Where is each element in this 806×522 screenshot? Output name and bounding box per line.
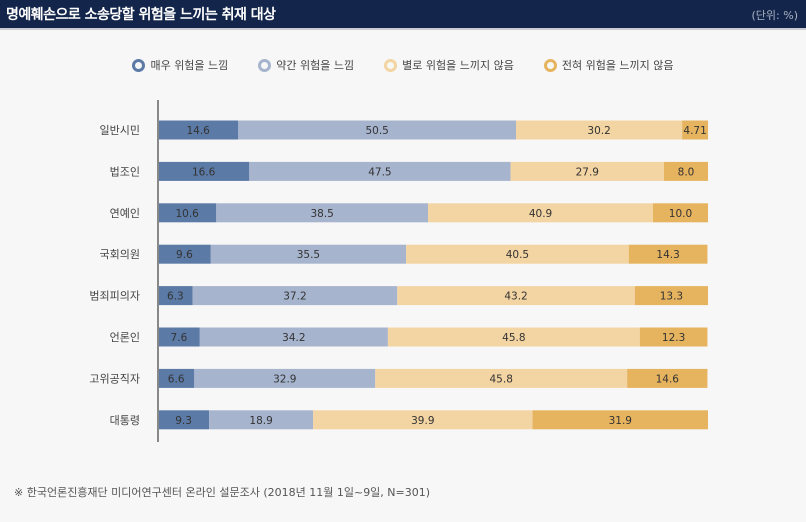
bar-segment bbox=[192, 286, 398, 306]
category-label: 고위공직자 bbox=[89, 372, 140, 385]
category-label: 연예인 bbox=[110, 207, 140, 220]
data-label: 27.9 bbox=[576, 166, 599, 178]
data-label: 10.6 bbox=[175, 208, 199, 220]
legend-label: 전혀 위험을 느끼지 않음 bbox=[561, 59, 674, 72]
legend-item: 전혀 위험을 느끼지 않음 bbox=[543, 57, 674, 73]
legend-item: 매우 위험을 느낌 bbox=[132, 57, 228, 73]
data-label: 9.3 bbox=[175, 415, 192, 427]
data-label: 8.0 bbox=[678, 166, 695, 178]
bar-segment bbox=[158, 368, 195, 388]
data-label: 43.2 bbox=[504, 291, 527, 303]
bar-segment bbox=[158, 327, 200, 347]
data-label: 7.6 bbox=[171, 332, 188, 344]
bar-segment bbox=[639, 327, 708, 347]
data-label: 18.9 bbox=[249, 415, 272, 427]
bar-segment bbox=[387, 327, 640, 347]
data-label: 12.3 bbox=[662, 332, 685, 344]
bar-segment bbox=[516, 120, 683, 140]
bar-segment bbox=[664, 161, 708, 181]
data-label: 45.8 bbox=[502, 332, 525, 344]
bar-segment bbox=[158, 161, 250, 181]
category-label: 일반시민 bbox=[100, 123, 140, 137]
bar-segment bbox=[397, 286, 635, 306]
data-label: 32.9 bbox=[273, 373, 296, 385]
bar-segment bbox=[406, 244, 629, 264]
data-label: 6.6 bbox=[168, 373, 185, 385]
data-label: 30.2 bbox=[587, 125, 610, 137]
data-label: 37.2 bbox=[283, 291, 306, 303]
bar-segment bbox=[510, 161, 664, 181]
bar-segment bbox=[375, 368, 628, 388]
category-label: 대통령 bbox=[110, 414, 140, 427]
category-label: 범죄피의자 bbox=[89, 290, 140, 303]
source-note: ※ 한국언론진흥재단 미디어연구센터 온라인 설문조사 (2018년 11월 1… bbox=[14, 486, 431, 499]
data-label: 40.9 bbox=[529, 208, 552, 220]
bar-segment bbox=[158, 120, 239, 140]
data-label: 14.3 bbox=[656, 249, 679, 261]
bar-segment bbox=[158, 286, 193, 306]
data-label: 38.5 bbox=[310, 208, 333, 220]
legend-item: 약간 위험을 느낌 bbox=[258, 57, 354, 73]
chart-title: 명예훼손으로 소송당할 위험을 느끼는 취재 대상 bbox=[6, 7, 276, 23]
bar-segment bbox=[653, 203, 708, 223]
bar-segment bbox=[194, 368, 376, 388]
legend-marker-icon bbox=[132, 58, 146, 72]
header-bar: 명예훼손으로 소송당할 위험을 느끼는 취재 대상 (단위: %) bbox=[0, 0, 806, 30]
bar-segment bbox=[249, 161, 511, 181]
bar-segment bbox=[532, 410, 708, 430]
bar-segment bbox=[627, 368, 708, 388]
legend-marker-icon bbox=[543, 58, 557, 72]
bar-segment bbox=[238, 120, 517, 140]
legend-label: 별로 위험을 느끼지 않음 bbox=[402, 59, 514, 72]
legend-marker-icon bbox=[384, 58, 398, 72]
bar-segment bbox=[199, 327, 388, 347]
data-label: 34.2 bbox=[282, 332, 305, 344]
data-label: 14.6 bbox=[656, 373, 680, 385]
data-label: 50.5 bbox=[365, 125, 388, 137]
bar-segment bbox=[210, 244, 407, 264]
data-label: 4.71 bbox=[683, 125, 706, 137]
bar-segment bbox=[158, 410, 210, 430]
data-label: 35.5 bbox=[297, 249, 320, 261]
bar-segment bbox=[158, 244, 211, 264]
bar-segment bbox=[682, 120, 709, 140]
category-label: 국회의원 bbox=[100, 248, 140, 261]
category-label: 언론인 bbox=[110, 331, 140, 344]
data-label: 31.9 bbox=[609, 415, 632, 427]
bar-segment bbox=[428, 203, 653, 223]
data-label: 9.6 bbox=[176, 249, 193, 261]
bar-segment bbox=[209, 410, 314, 430]
bar-segment bbox=[628, 244, 708, 264]
data-label: 45.8 bbox=[490, 373, 513, 385]
category-label: 법조인 bbox=[110, 165, 140, 178]
legend-label: 약간 위험을 느낌 bbox=[276, 59, 355, 72]
data-label: 39.9 bbox=[411, 415, 434, 427]
data-label: 6.3 bbox=[167, 291, 184, 303]
legend-label: 매우 위험을 느낌 bbox=[150, 59, 229, 72]
legend-marker-icon bbox=[258, 58, 272, 72]
data-label: 14.6 bbox=[186, 125, 210, 137]
bar-segment bbox=[313, 410, 533, 430]
data-label: 40.5 bbox=[506, 249, 529, 261]
bar-segment bbox=[634, 286, 708, 306]
bar-segment bbox=[216, 203, 429, 223]
unit-label: (단위: %) bbox=[751, 9, 798, 22]
data-label: 47.5 bbox=[368, 166, 391, 178]
legend: 매우 위험을 느낌 약간 위험을 느낌 별로 위험을 느끼지 않음 전혀 위험을… bbox=[0, 57, 806, 73]
legend-item: 별로 위험을 느끼지 않음 bbox=[384, 57, 514, 73]
bar-segment bbox=[158, 203, 217, 223]
data-label: 16.6 bbox=[192, 166, 216, 178]
data-label: 13.3 bbox=[660, 291, 683, 303]
data-label: 10.0 bbox=[669, 208, 692, 220]
